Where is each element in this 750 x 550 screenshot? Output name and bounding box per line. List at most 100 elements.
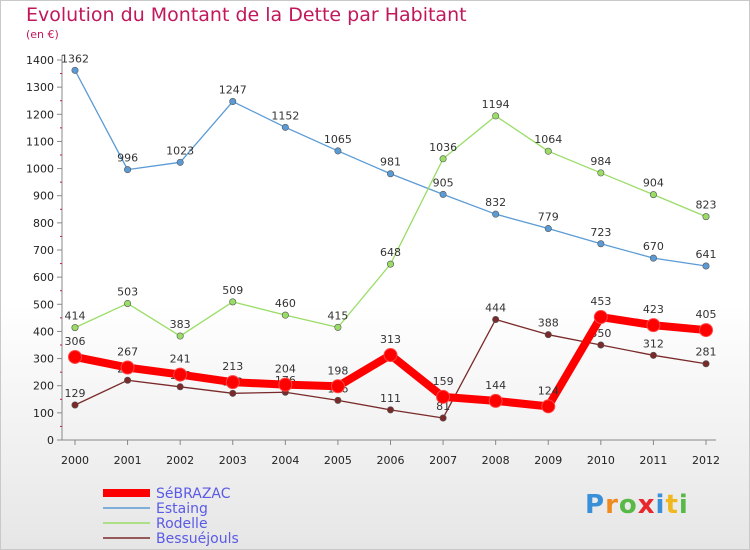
data-point — [229, 298, 237, 306]
x-tick-label: 2009 — [534, 454, 562, 467]
data-point — [597, 169, 605, 177]
data-point — [334, 396, 342, 404]
x-tick-label: 2008 — [482, 454, 510, 467]
data-label: 415 — [327, 309, 348, 322]
y-tick-label: 1400 — [26, 54, 54, 67]
data-point — [176, 158, 184, 166]
data-point — [544, 331, 552, 339]
y-tick-label: 200 — [33, 380, 54, 393]
y-tick-label: 0 — [47, 434, 54, 447]
data-point — [702, 213, 710, 221]
data-label: 1064 — [534, 133, 562, 146]
data-label: 313 — [380, 333, 401, 346]
logo-letter: t — [665, 490, 679, 520]
data-point — [593, 310, 608, 325]
data-label: 1023 — [166, 144, 194, 157]
data-point — [334, 147, 342, 155]
data-label: 779 — [538, 211, 559, 224]
y-tick-label: 1200 — [26, 108, 54, 121]
data-point — [229, 389, 237, 397]
data-label: 444 — [485, 301, 506, 314]
y-tick-label: 1300 — [26, 81, 54, 94]
data-label: 312 — [643, 337, 664, 350]
x-tick-label: 2005 — [324, 454, 352, 467]
data-label: 281 — [696, 346, 717, 359]
data-label: 213 — [222, 360, 243, 373]
y-tick-label: 400 — [33, 325, 54, 338]
data-point — [597, 341, 605, 349]
data-label: 1247 — [219, 84, 247, 97]
x-tick-label: 2011 — [639, 454, 667, 467]
x-tick-label: 2000 — [61, 454, 89, 467]
legend-label: SéBRAZAC — [156, 486, 231, 502]
data-point — [439, 414, 447, 422]
data-point — [649, 254, 657, 262]
data-point — [278, 377, 293, 392]
data-label: 383 — [170, 318, 191, 331]
legend-label: Estaing — [156, 501, 208, 517]
data-point — [649, 351, 657, 359]
data-point — [492, 210, 500, 218]
y-tick-label: 700 — [33, 244, 54, 257]
proxiti-logo: Proxiti — [585, 490, 689, 520]
data-label: 904 — [643, 177, 664, 190]
logo-letter: P — [585, 490, 606, 520]
data-point — [176, 383, 184, 391]
data-label: 832 — [485, 196, 506, 209]
data-label: 823 — [696, 199, 717, 212]
data-label: 198 — [327, 364, 348, 377]
data-point — [544, 147, 552, 155]
x-tick-label: 2002 — [166, 454, 194, 467]
data-label: 388 — [538, 317, 559, 330]
data-point — [597, 240, 605, 248]
data-label: 1065 — [324, 133, 352, 146]
data-point — [383, 348, 398, 363]
y-tick-label: 100 — [33, 407, 54, 420]
data-point — [176, 332, 184, 340]
data-label: 509 — [222, 284, 243, 297]
data-point — [488, 393, 503, 408]
y-tick-label: 600 — [33, 271, 54, 284]
x-tick-label: 2003 — [219, 454, 247, 467]
data-point — [386, 170, 394, 178]
data-point — [71, 66, 79, 74]
data-point — [281, 311, 289, 319]
data-point — [436, 389, 451, 404]
x-tick-label: 2012 — [692, 454, 720, 467]
data-point — [702, 262, 710, 270]
data-point — [120, 360, 135, 375]
y-tick-label: 800 — [33, 217, 54, 230]
y-tick-label: 900 — [33, 190, 54, 203]
data-label: 641 — [696, 248, 717, 261]
chart-subtitle: (en €) — [26, 28, 59, 41]
data-label: 124 — [538, 384, 559, 397]
data-label: 111 — [380, 392, 401, 405]
data-label: 423 — [643, 303, 664, 316]
data-point — [71, 401, 79, 409]
data-label: 144 — [485, 379, 506, 392]
x-tick-label: 2004 — [271, 454, 299, 467]
data-point — [386, 406, 394, 414]
legend-label: Rodelle — [156, 516, 208, 532]
data-point — [68, 349, 82, 364]
data-point — [229, 98, 237, 106]
data-point — [541, 399, 556, 414]
data-point — [71, 324, 79, 332]
data-label: 159 — [433, 375, 454, 388]
logo-letter: r — [605, 490, 619, 520]
data-label: 984 — [590, 155, 611, 168]
data-point — [386, 260, 394, 268]
data-label: 405 — [696, 308, 717, 321]
data-point — [492, 112, 500, 120]
data-label: 1152 — [271, 109, 299, 122]
data-point — [649, 191, 657, 199]
logo-letter: x — [637, 490, 656, 520]
x-tick-label: 2001 — [114, 454, 142, 467]
data-label: 204 — [275, 363, 296, 376]
data-label: 267 — [117, 346, 138, 359]
y-tick-label: 1000 — [26, 163, 54, 176]
data-point — [173, 367, 188, 382]
data-label: 129 — [65, 387, 86, 400]
data-label: 453 — [590, 295, 611, 308]
